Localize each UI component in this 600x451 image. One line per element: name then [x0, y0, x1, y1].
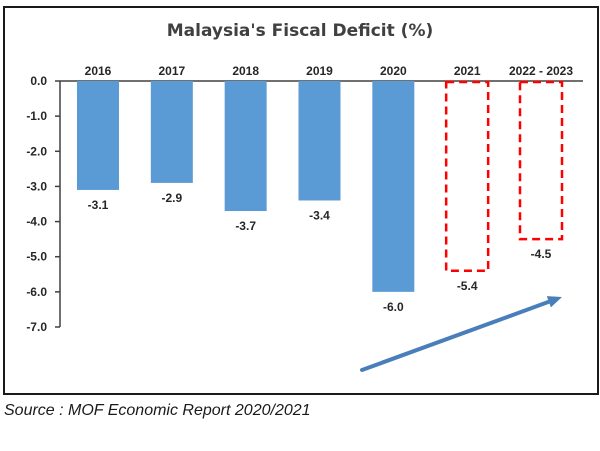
bar-projected — [518, 80, 564, 241]
y-tick-label: -7.0 — [26, 320, 47, 334]
data-label: -5.4 — [457, 279, 478, 293]
bar — [150, 81, 193, 183]
x-category-label: 2019 — [306, 64, 333, 78]
data-label: -3.1 — [88, 198, 109, 212]
data-label: -6.0 — [383, 300, 404, 314]
trend-arrow-head-icon — [546, 296, 562, 308]
annotations — [360, 296, 562, 372]
data-label: -2.9 — [161, 191, 182, 205]
y-axis: 0.0 -1.0 -2.0 -3.0 -4.0 -5.0 -6.0 -7.0 — [26, 74, 583, 334]
x-axis-labels: 2016 2017 2018 2019 2020 2021 2022 - 2023 — [85, 64, 574, 78]
chart-frame — [3, 6, 599, 395]
bar-projected — [444, 80, 490, 273]
x-category-label: 2022 - 2023 — [509, 64, 573, 78]
y-tick-label: -1.0 — [26, 109, 47, 123]
source-note: Source : MOF Economic Report 2020/2021 — [4, 402, 311, 419]
bar — [372, 81, 415, 292]
data-label: -4.5 — [531, 247, 552, 261]
y-tick-label: -2.0 — [26, 144, 47, 158]
data-labels: -3.1 -2.9 -3.7 -3.4 -6.0 -5.4 -4.5 — [88, 191, 552, 314]
y-tick-label: -3.0 — [26, 179, 47, 193]
x-category-label: 2017 — [158, 64, 185, 78]
y-tick-label: -4.0 — [26, 215, 47, 229]
data-label: -3.4 — [309, 208, 330, 222]
bar — [298, 81, 341, 201]
y-tick-label: -6.0 — [26, 285, 47, 299]
y-tick-label: 0.0 — [30, 74, 47, 88]
bars — [77, 80, 564, 292]
x-category-label: 2018 — [232, 64, 259, 78]
x-category-label: 2020 — [380, 64, 407, 78]
bar — [77, 81, 119, 190]
chart-title: Malaysia's Fiscal Deficit (%) — [167, 21, 434, 41]
trend-arrow-shaft — [360, 299, 551, 372]
bar — [224, 81, 267, 212]
x-category-label: 2021 — [454, 64, 481, 78]
data-label: -3.7 — [235, 219, 256, 233]
x-category-label: 2016 — [85, 64, 112, 78]
y-tick-label: -5.0 — [26, 250, 47, 264]
